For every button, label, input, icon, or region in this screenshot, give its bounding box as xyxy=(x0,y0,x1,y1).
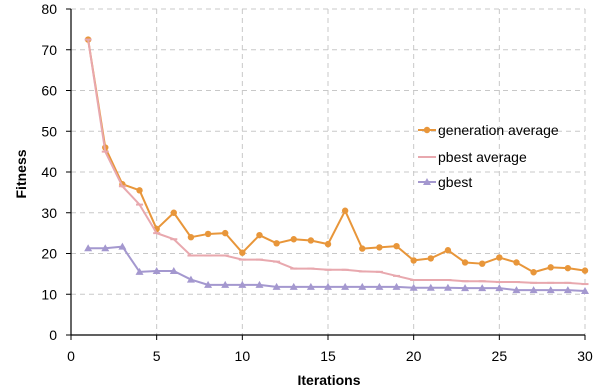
series-pbest-average xyxy=(84,38,589,286)
legend-label-generation-average: generation average xyxy=(438,122,559,138)
data-point-generation-average xyxy=(290,236,297,243)
y-tick-label: 70 xyxy=(41,42,57,58)
y-tick-label: 30 xyxy=(41,205,57,221)
data-point-generation-average xyxy=(496,254,503,261)
data-point-generation-average xyxy=(513,259,520,266)
data-point-generation-average xyxy=(222,229,229,237)
data-point-generation-average xyxy=(324,240,332,248)
data-point-generation-average xyxy=(359,245,366,252)
series-generation-average xyxy=(84,36,589,276)
data-point-gbest xyxy=(392,282,401,290)
y-tick-label: 20 xyxy=(41,246,57,262)
data-point-generation-average xyxy=(273,240,280,247)
data-point-generation-average xyxy=(427,255,434,262)
data-point-generation-average xyxy=(530,269,537,276)
data-point-generation-average xyxy=(479,260,486,267)
data-point-gbest xyxy=(358,282,367,290)
x-tick-label: 5 xyxy=(153,348,161,364)
y-tick-label: 10 xyxy=(41,286,57,302)
y-tick-label: 0 xyxy=(49,327,57,343)
data-point-generation-average xyxy=(461,259,469,266)
data-point-generation-average xyxy=(170,209,177,216)
x-tick-labels: 0 5 10 15 20 25 30 xyxy=(67,348,593,364)
data-point-generation-average xyxy=(136,187,143,194)
data-point-gbest xyxy=(529,286,538,294)
series-gbest xyxy=(84,242,589,294)
x-tick-label: 30 xyxy=(577,348,593,364)
data-point-gbest xyxy=(169,267,178,275)
y-tick-label: 60 xyxy=(41,83,57,99)
data-point-generation-average xyxy=(564,264,572,272)
x-axis-label: Iterations xyxy=(297,372,360,388)
x-tick-label: 0 xyxy=(67,348,75,364)
data-point-gbest xyxy=(238,280,247,288)
y-tick-label: 40 xyxy=(41,164,57,180)
data-point-generation-average xyxy=(256,231,263,239)
x-tick-label: 10 xyxy=(235,348,251,364)
y-axis-label: Fitness xyxy=(13,149,29,198)
legend-label-gbest: gbest xyxy=(438,174,472,190)
data-point-generation-average xyxy=(444,247,452,254)
data-point-gbest xyxy=(581,286,589,294)
data-point-generation-average xyxy=(239,249,246,256)
legend-marker-gbest xyxy=(423,178,431,185)
y-tick-labels: 0 10 20 30 40 50 60 70 80 xyxy=(41,1,57,343)
data-point-gbest xyxy=(512,286,521,294)
data-point-generation-average xyxy=(204,230,212,238)
data-point-gbest xyxy=(84,244,93,252)
data-point-gbest xyxy=(306,282,315,290)
series-lines xyxy=(84,36,589,294)
data-point-gbest xyxy=(341,282,350,290)
y-tick-label: 50 xyxy=(41,123,57,139)
data-point-gbest xyxy=(324,282,332,290)
data-point-gbest xyxy=(221,280,230,288)
data-point-gbest xyxy=(289,282,298,290)
data-point-gbest xyxy=(409,283,418,291)
data-point-generation-average xyxy=(410,257,417,264)
x-tick-label: 20 xyxy=(406,348,422,364)
data-point-generation-average xyxy=(393,242,400,250)
data-point-gbest xyxy=(443,283,452,291)
data-point-generation-average xyxy=(307,237,315,244)
legend-label-pbest-average: pbest average xyxy=(438,149,527,165)
data-point-gbest xyxy=(255,280,264,288)
data-point-gbest xyxy=(461,284,470,292)
legend-marker-generation-average xyxy=(423,126,431,134)
x-tick-label: 15 xyxy=(320,348,336,364)
data-point-generation-average xyxy=(547,264,554,271)
data-point-gbest xyxy=(426,283,435,291)
data-point-generation-average xyxy=(187,234,195,241)
axes xyxy=(66,8,586,340)
data-point-gbest xyxy=(563,286,572,294)
data-point-generation-average xyxy=(376,244,383,251)
data-point-gbest xyxy=(118,242,127,250)
data-point-gbest xyxy=(375,282,384,290)
x-tick-label: 25 xyxy=(492,348,508,364)
data-point-gbest xyxy=(152,267,161,275)
data-point-gbest xyxy=(135,267,144,275)
data-point-gbest xyxy=(101,244,110,252)
legend: generation average pbest average gbest xyxy=(418,122,559,190)
data-point-gbest xyxy=(478,284,487,292)
data-point-gbest xyxy=(186,275,195,283)
data-point-gbest xyxy=(272,282,281,290)
data-point-gbest xyxy=(495,284,504,292)
data-point-generation-average xyxy=(581,267,589,274)
gridlines xyxy=(71,8,586,335)
data-point-gbest xyxy=(204,280,213,288)
data-point-generation-average xyxy=(341,207,349,214)
data-point-gbest xyxy=(546,286,555,294)
y-tick-label: 80 xyxy=(41,1,57,17)
series-line-gbest xyxy=(88,245,586,292)
